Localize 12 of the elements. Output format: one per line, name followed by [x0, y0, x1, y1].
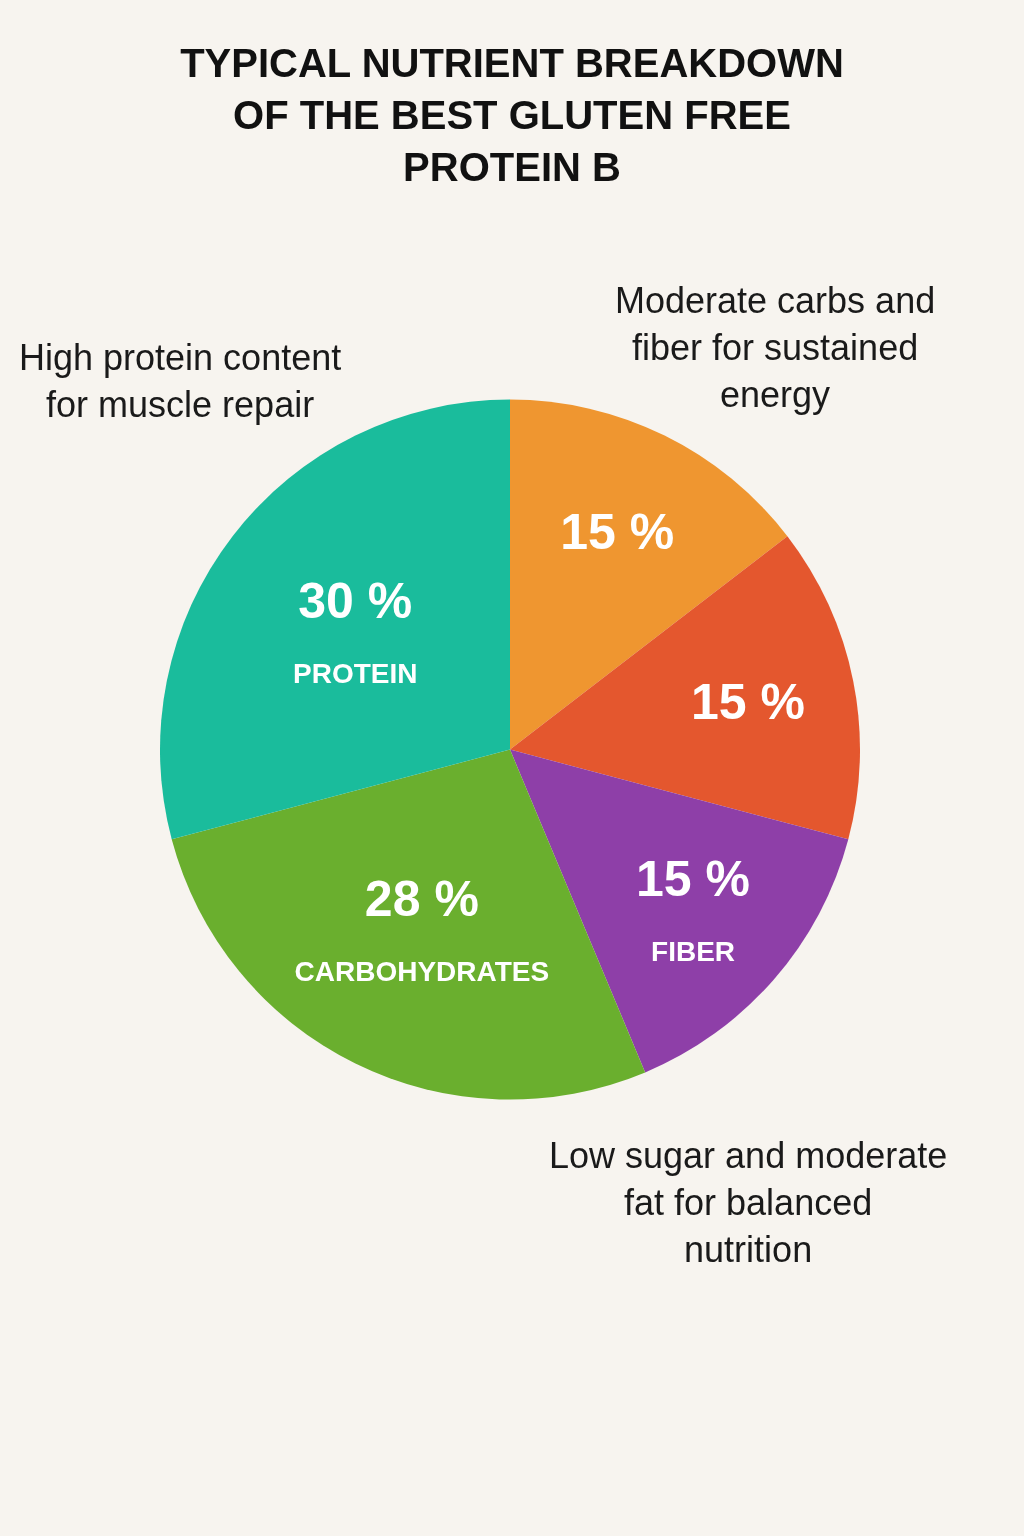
- text: Low sugar and moderate fat for balanced nutrition: [549, 1135, 948, 1270]
- slice-label: CARBOHYDRATES: [294, 955, 550, 987]
- chart-title: TYPICAL NUTRIENT BREAKDOWN OF THE BEST GLUTEN FREE PROTEIN B: [180, 40, 844, 189]
- data-label: 15 %: [691, 673, 805, 730]
- text: Moderate carbs and fiber for sustained energy: [615, 280, 936, 415]
- data-label: 28 %: [364, 870, 479, 927]
- slice-label: FIBER: [651, 936, 736, 968]
- data-label: 15 %: [560, 503, 675, 560]
- slice-label: PROTEIN: [293, 657, 418, 689]
- data-label: 30 %: [298, 572, 413, 629]
- data-label: 15 %: [636, 851, 751, 908]
- text: High protein content for muscle repair: [19, 337, 342, 425]
